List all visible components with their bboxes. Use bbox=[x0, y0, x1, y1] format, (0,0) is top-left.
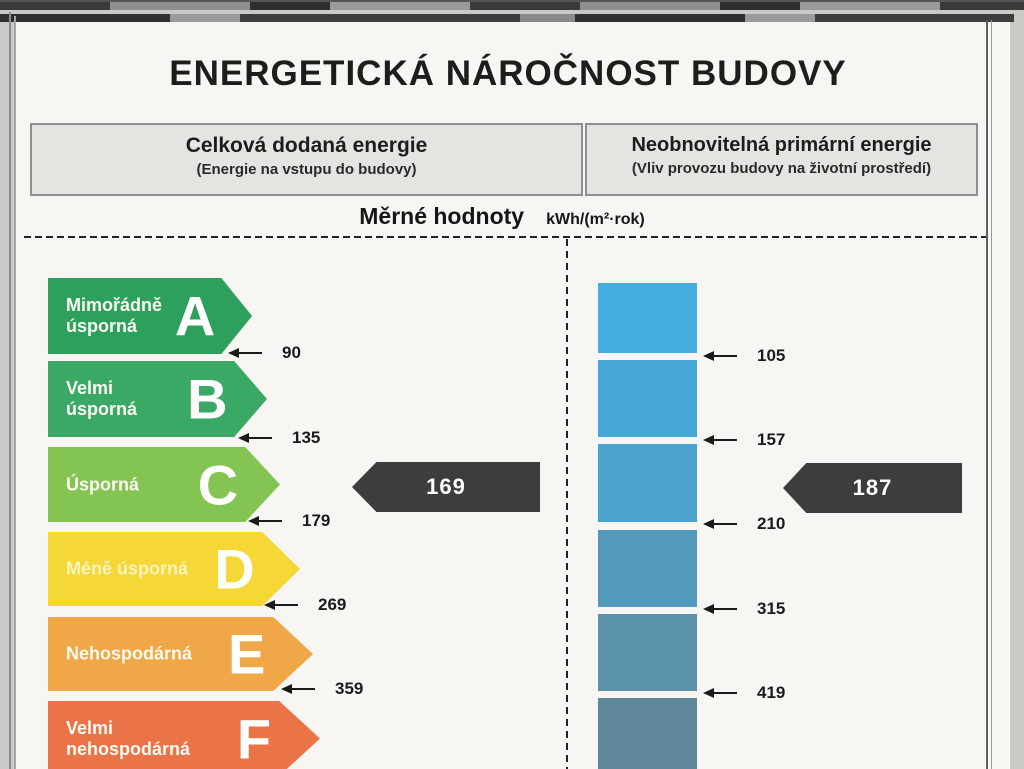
energy-class-row-d: Méně úsporná D bbox=[48, 532, 300, 606]
primary-energy-bar bbox=[598, 444, 697, 522]
left-arrow-icon bbox=[238, 432, 272, 443]
primary-energy-bar bbox=[598, 614, 697, 691]
right-threshold-marker: 315 bbox=[703, 599, 786, 618]
class-letter: D bbox=[214, 537, 255, 601]
right-threshold-marker: 105 bbox=[703, 346, 786, 365]
threshold-value: 210 bbox=[757, 514, 786, 533]
left-arrow-icon bbox=[703, 603, 737, 614]
energy-class-row-b: Velmi úsporná B bbox=[48, 361, 267, 437]
threshold-value: 135 bbox=[292, 428, 321, 447]
threshold-value: 179 bbox=[302, 511, 331, 530]
primary-energy-value-arrow: 187 bbox=[783, 463, 962, 513]
right-column-subtitle: (Vliv provozu budovy na životní prostřed… bbox=[631, 160, 932, 177]
right-threshold-marker: 210 bbox=[703, 514, 786, 533]
left-column-title: Celková dodaná energie bbox=[185, 134, 428, 157]
class-label: Velmi nehospodárná bbox=[66, 717, 191, 759]
energy-class-row-f: Velmi nehospodárná F bbox=[48, 701, 320, 769]
threshold-value: 269 bbox=[318, 595, 347, 614]
right-threshold-marker: 157 bbox=[703, 430, 786, 449]
left-arrow-icon bbox=[703, 434, 737, 445]
delivered-energy-value: 169 bbox=[426, 474, 466, 499]
left-arrow-icon bbox=[248, 515, 282, 526]
threshold-value: 315 bbox=[757, 599, 786, 618]
right-threshold-marker: 419 bbox=[703, 683, 786, 702]
primary-energy-bar bbox=[598, 360, 697, 437]
units-label: Měrné hodnoty bbox=[359, 203, 525, 229]
class-arrow-f: Velmi nehospodárná F bbox=[48, 701, 320, 769]
left-threshold-marker: 90 bbox=[228, 343, 301, 362]
threshold-value: 157 bbox=[757, 430, 786, 449]
left-arrow-icon bbox=[703, 518, 737, 529]
delivered-energy-value-arrow: 169 bbox=[352, 462, 540, 512]
energy-class-row-c: Úsporná C bbox=[48, 447, 280, 522]
class-label: Nehospodárná bbox=[66, 643, 193, 664]
left-threshold-marker: 359 bbox=[281, 679, 364, 698]
left-arrow-icon bbox=[228, 347, 262, 358]
page-title: ENERGETICKÁ NÁROČNOST BUDOVY bbox=[169, 54, 847, 93]
right-column-title: Neobnovitelná primární energie bbox=[631, 134, 932, 156]
class-letter: F bbox=[236, 707, 272, 769]
threshold-value: 419 bbox=[757, 683, 786, 702]
class-label: Velmi úsporná bbox=[66, 378, 138, 419]
dashed-column-divider bbox=[566, 239, 568, 769]
left-arrow-icon bbox=[703, 350, 737, 361]
class-letter: A bbox=[174, 284, 216, 348]
left-column-subtitle: (Energie na vstupu do budovy) bbox=[196, 161, 417, 178]
threshold-value: 90 bbox=[282, 343, 301, 362]
left-threshold-marker: 269 bbox=[264, 595, 347, 614]
left-arrow-icon bbox=[264, 599, 298, 610]
primary-energy-value: 187 bbox=[852, 475, 893, 500]
header-cell-primary-energy: Neobnovitelná primární energie (Vliv pro… bbox=[585, 123, 978, 196]
class-arrow-a: Mimořádně úsporná A bbox=[48, 278, 252, 354]
class-arrow-b: Velmi úsporná B bbox=[48, 361, 267, 437]
class-label: Méně úsporná bbox=[66, 558, 189, 579]
units-value: kWh/(m²·rok) bbox=[546, 211, 645, 228]
class-label: Mimořádně úsporná bbox=[66, 295, 163, 336]
class-arrow-c: Úsporná C bbox=[48, 447, 280, 522]
primary-energy-bar bbox=[598, 698, 697, 769]
threshold-value: 359 bbox=[335, 679, 364, 698]
class-arrow-d: Méně úsporná D bbox=[48, 532, 300, 606]
left-threshold-marker: 179 bbox=[248, 511, 331, 530]
scanner-artifact-line bbox=[0, 14, 1014, 22]
left-arrow-icon bbox=[281, 683, 315, 694]
threshold-value: 105 bbox=[757, 346, 786, 365]
energy-class-row-e: Nehospodárná E bbox=[48, 617, 313, 691]
class-letter: C bbox=[197, 453, 239, 516]
primary-energy-bar bbox=[598, 530, 697, 607]
page-left-border bbox=[9, 12, 11, 769]
page-right-border-outer bbox=[991, 20, 992, 769]
class-letter: B bbox=[187, 367, 228, 431]
primary-energy-bar bbox=[598, 283, 697, 353]
page-right-border bbox=[986, 20, 988, 769]
units-row: Měrné hodnoty kWh/(m²·rok) bbox=[26, 203, 978, 230]
dashed-horizontal-divider bbox=[24, 236, 986, 238]
left-arrow-icon bbox=[703, 687, 737, 698]
class-label: Úsporná bbox=[66, 474, 140, 494]
page-left-border-inner bbox=[14, 16, 16, 769]
energy-class-row-a: Mimořádně úsporná A bbox=[48, 278, 252, 354]
header-cell-delivered-energy: Celková dodaná energie (Energie na vstup… bbox=[30, 123, 583, 196]
scanner-edge-band bbox=[0, 0, 1024, 10]
class-arrow-e: Nehospodárná E bbox=[48, 617, 313, 691]
class-letter: E bbox=[227, 622, 266, 686]
left-threshold-marker: 135 bbox=[238, 428, 321, 447]
